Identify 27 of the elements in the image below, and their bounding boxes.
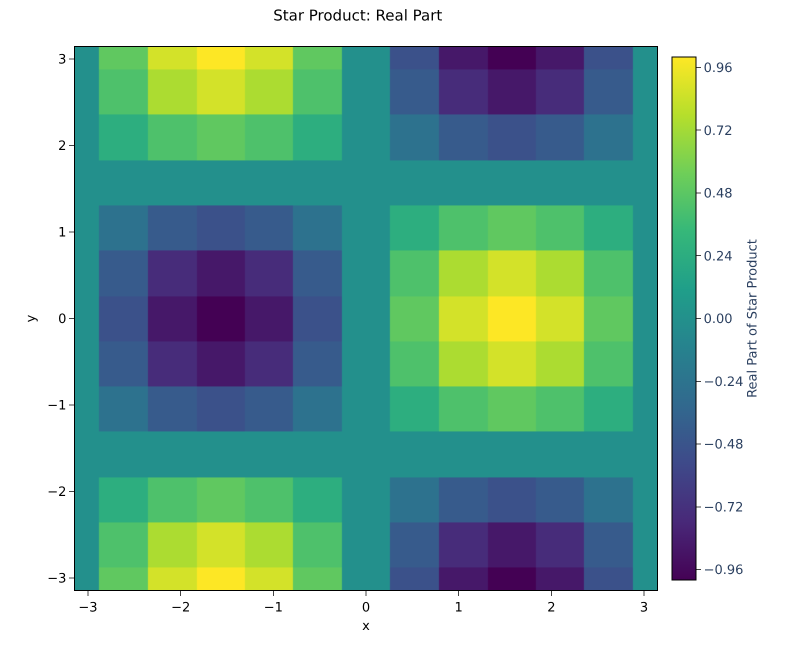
x-tick-label: 1 (454, 600, 463, 616)
x-tick-label: 2 (547, 600, 556, 616)
chart-title: Star Product: Real Part (273, 6, 442, 24)
color-bar-label: 0.48 (704, 186, 733, 202)
y-tick-label: 0 (58, 312, 66, 328)
color-bar-label: 0.72 (704, 124, 733, 139)
y-tick-label: 2 (58, 139, 66, 154)
x-tick-label: −2 (171, 600, 190, 616)
y-tick-label: 3 (58, 52, 66, 68)
color-bar-label: 0.96 (704, 61, 733, 76)
x-tick-label: 3 (640, 600, 648, 616)
y-tick-label: −3 (47, 571, 66, 586)
x-axis-title: x (362, 619, 370, 634)
color-bar-label: 0.24 (704, 249, 733, 264)
x-tick-label: −1 (264, 600, 283, 616)
x-tick-label: −3 (78, 600, 98, 616)
color-bar-label: 0.00 (704, 312, 733, 328)
color-bar-label: −0.72 (704, 500, 744, 516)
y-tick-label: 1 (58, 226, 66, 241)
y-tick-label: −1 (47, 398, 66, 414)
x-tick-label: 0 (362, 600, 370, 616)
y-axis-title: y (24, 314, 40, 322)
color-bar-label: −0.48 (704, 438, 744, 453)
y-tick-label: −2 (47, 484, 66, 500)
color-bar-label: −0.24 (704, 374, 744, 390)
color-bar-title: Real Part of Star Product (745, 239, 760, 398)
color-bar-label: −0.96 (704, 563, 744, 578)
